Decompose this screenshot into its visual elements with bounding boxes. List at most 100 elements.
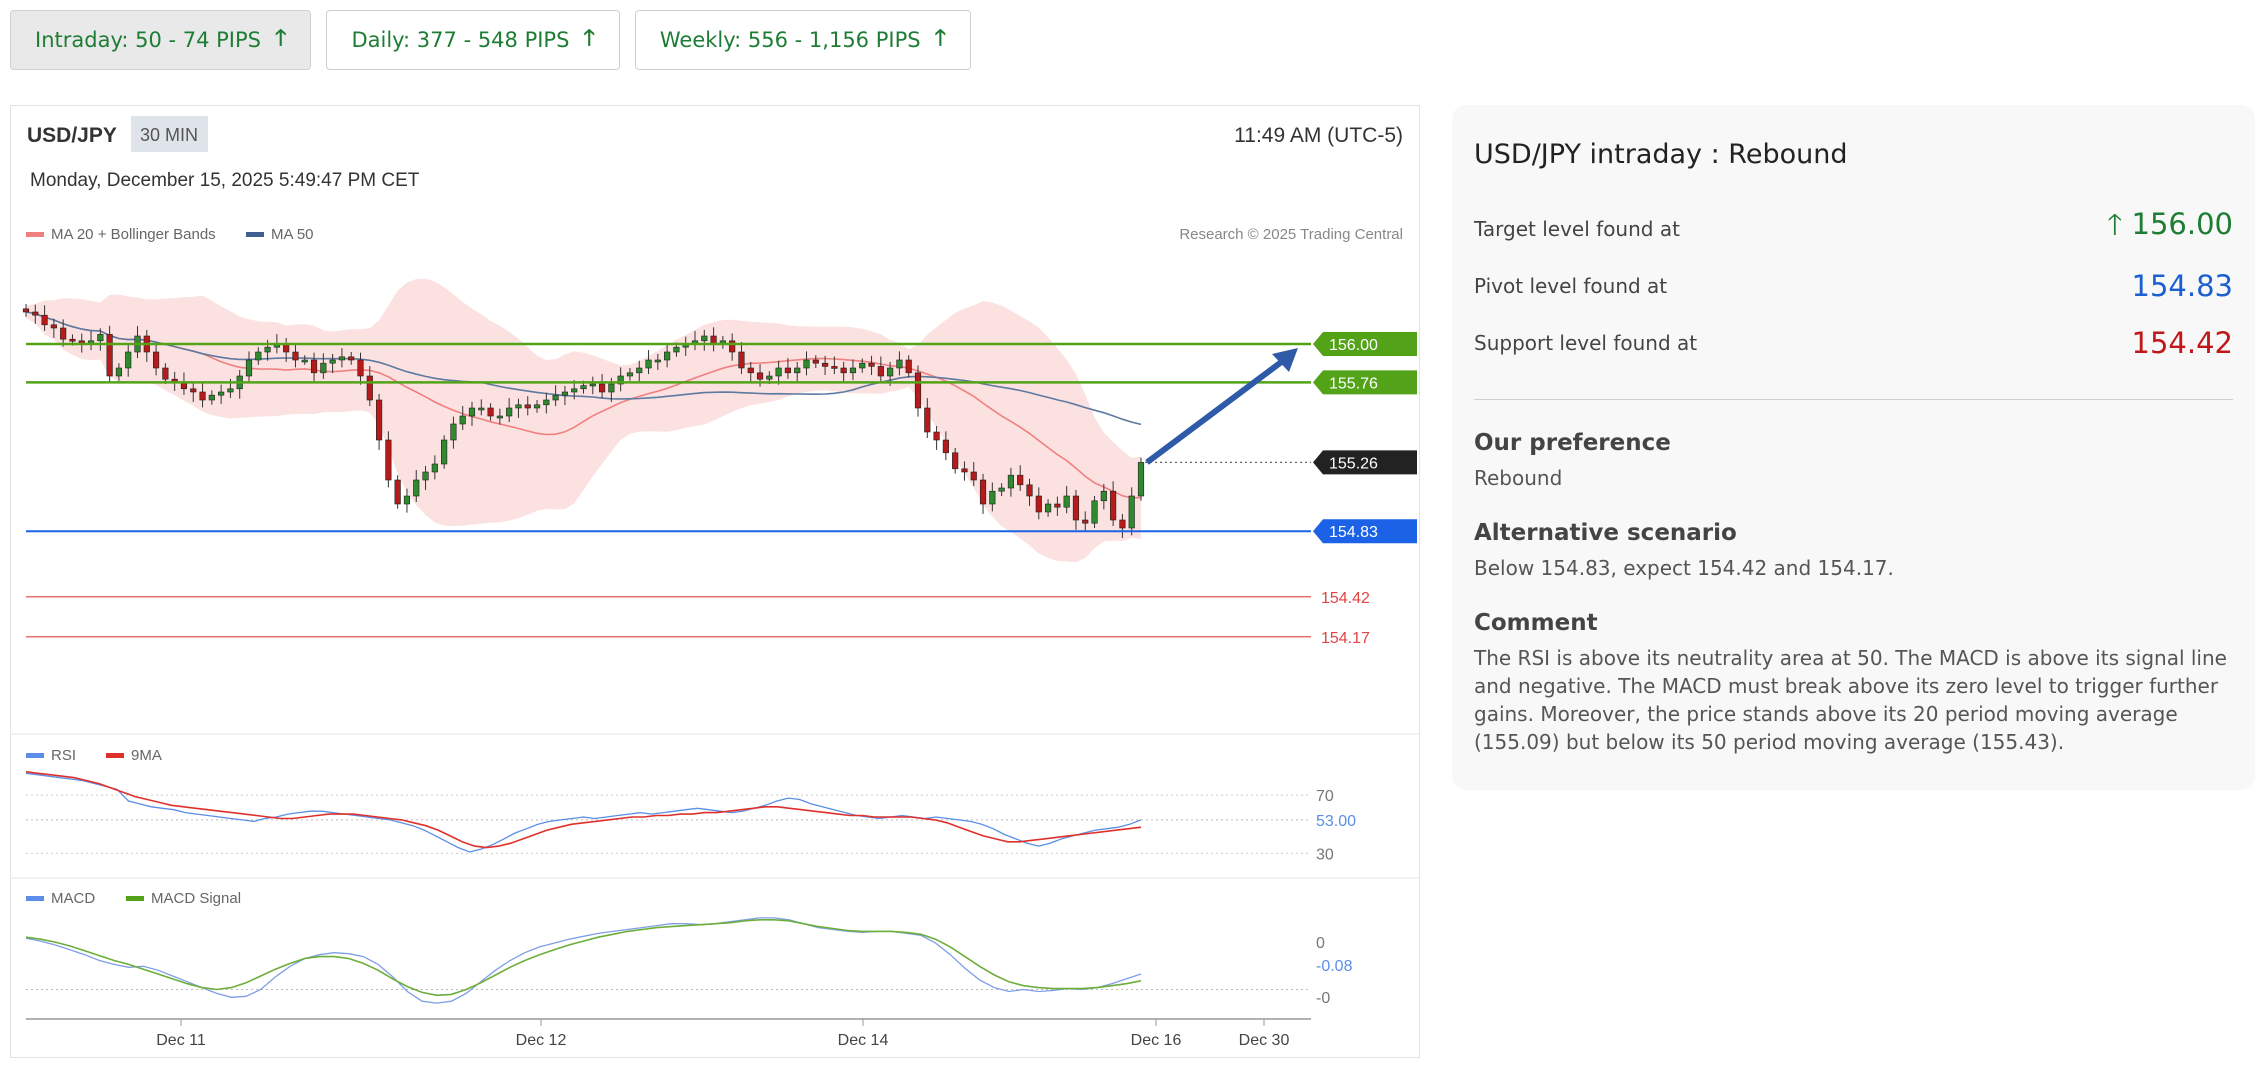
candle — [190, 388, 197, 393]
candle — [468, 407, 476, 417]
candle — [50, 324, 57, 329]
target-level-value: 156.00 — [2131, 207, 2233, 241]
target-level-label: Target level found at — [1474, 216, 1680, 241]
candle — [701, 335, 708, 342]
candle — [766, 375, 773, 380]
arrow-up-icon: 🡑 — [934, 26, 947, 51]
candle — [348, 356, 355, 361]
timeframe-badge-bg — [131, 116, 208, 152]
current-price-tag: 155.26 — [1329, 455, 1378, 472]
candle — [1026, 484, 1033, 497]
arrow-up-icon: 🡑 — [2107, 207, 2132, 241]
candle — [812, 359, 819, 364]
candle — [255, 351, 262, 361]
candle — [608, 383, 615, 393]
candle — [97, 334, 104, 342]
chart-datetime: Monday, December 15, 2025 5:49:47 PM CET — [30, 170, 420, 191]
comment-heading: Comment — [1474, 610, 1598, 636]
rsi-level-70: 70 — [1316, 788, 1334, 805]
candle — [543, 399, 550, 406]
ma50-legend-swatch — [246, 232, 264, 237]
candle — [571, 388, 578, 393]
macd-signal-line — [25, 919, 1142, 997]
analysis-title: USD/JPY intraday : Rebound — [1474, 139, 1848, 170]
candle — [998, 487, 1005, 492]
candle — [1035, 495, 1042, 513]
candle — [794, 367, 801, 374]
ma20-legend-swatch — [26, 232, 44, 237]
candle — [22, 308, 30, 313]
tab-daily-label: Daily: 377 - 548 PIPS — [351, 28, 570, 52]
candle — [301, 359, 308, 363]
chart-symbol: USD/JPY — [27, 124, 117, 147]
candle — [115, 367, 123, 377]
candle — [320, 362, 327, 374]
pivot-level-label: Pivot level found at — [1474, 273, 1668, 298]
candle — [375, 399, 383, 441]
rsi-ma-legend: 9MA — [131, 747, 162, 764]
candle — [264, 346, 271, 353]
tab-weekly-label: Weekly: 556 - 1,156 PIPS — [659, 28, 921, 52]
target-level-row: Target level found at 🡑 156.00 — [1474, 200, 2233, 257]
candle — [357, 359, 364, 377]
candle — [292, 351, 299, 361]
alternative-text: Below 154.83, expect 154.42 and 154.17. — [1474, 556, 1894, 580]
candle — [1082, 519, 1089, 524]
candle — [626, 372, 634, 377]
x-tick-label: Dec 16 — [1131, 1032, 1182, 1049]
tab-weekly[interactable]: Weekly: 556 - 1,156 PIPS 🡑 — [634, 10, 972, 70]
candle — [385, 439, 392, 481]
candle — [1100, 490, 1107, 502]
candle — [970, 471, 977, 481]
tab-intraday-label: Intraday: 50 - 74 PIPS — [35, 28, 261, 52]
candle — [459, 415, 466, 425]
candle — [840, 367, 847, 374]
tab-daily[interactable]: Daily: 377 - 548 PIPS 🡑 — [326, 10, 620, 70]
support-level-label: Support level found at — [1474, 330, 1698, 355]
candle — [106, 334, 113, 377]
candle — [152, 351, 160, 369]
candle — [756, 372, 764, 380]
candle — [961, 468, 968, 473]
candle — [738, 351, 745, 369]
rsi-ma-line — [25, 771, 1142, 849]
rsi-legend: RSI — [51, 747, 76, 764]
projection-arrow — [1145, 354, 1290, 465]
candle — [933, 431, 940, 441]
support-label-1: 154.42 — [1321, 590, 1370, 607]
preference-text: Rebound — [1474, 466, 1563, 490]
target-level-value-wrap: 🡑 156.00 — [2107, 204, 2233, 253]
macd-value-label: -0.08 — [1316, 958, 1353, 975]
candle — [896, 359, 903, 369]
candle — [561, 391, 569, 396]
candle — [1063, 495, 1070, 508]
chart-clock: 11:49 AM (UTC-5) — [1234, 124, 1403, 147]
candle — [979, 479, 987, 505]
candle — [450, 423, 457, 441]
candle — [775, 367, 782, 377]
bollinger-band — [26, 278, 1141, 563]
candle — [441, 439, 448, 465]
rsi-line — [25, 772, 1142, 853]
candle — [831, 366, 838, 369]
pivot-tag-bg — [1313, 519, 1417, 544]
candle — [533, 404, 541, 409]
ma50-legend: MA 50 — [271, 226, 314, 243]
timeframe-tabs: Intraday: 50 - 74 PIPS 🡑 Daily: 377 - 548… — [10, 10, 972, 70]
candle — [338, 356, 346, 361]
support-level-value: 154.42 — [2131, 325, 2233, 360]
candle — [645, 359, 652, 369]
candle — [515, 404, 522, 409]
candle — [496, 415, 503, 419]
panel-divider — [1474, 399, 2233, 400]
candle — [580, 385, 587, 390]
candle — [952, 452, 959, 470]
candle — [403, 495, 411, 505]
candle — [60, 327, 67, 340]
candle — [989, 490, 996, 505]
current-price-tag-bg — [1313, 450, 1417, 475]
tab-intraday[interactable]: Intraday: 50 - 74 PIPS 🡑 — [10, 10, 312, 70]
candle — [1054, 503, 1061, 508]
candle — [914, 372, 922, 409]
price-chart[interactable]: USD/JPY 30 MIN 11:49 AM (UTC-5) Monday, … — [11, 106, 1419, 1057]
